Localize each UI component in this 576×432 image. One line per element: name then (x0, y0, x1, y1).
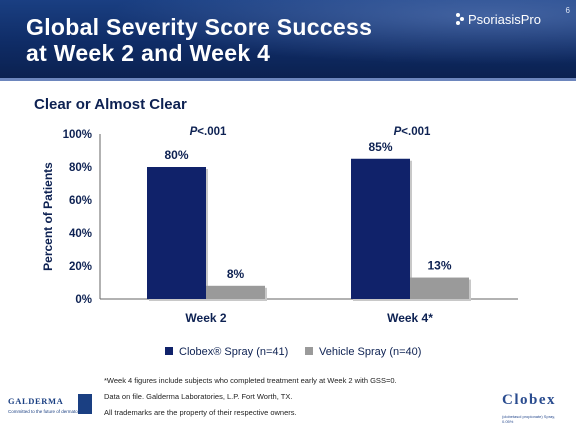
bar-value-label: 85% (368, 140, 392, 154)
x-tick-labels: Week 2 Week 4* (185, 311, 433, 325)
brand-mark-icon (456, 13, 464, 25)
footnote-3: All trademarks are the property of their… (104, 408, 297, 417)
header-glow (0, 0, 576, 78)
y-tick-label: 0% (75, 294, 92, 306)
bar-chart: 0%20%40%60%80%100% 80%85%8%13% Week 2 Wee… (41, 126, 518, 358)
header-bar: Global Severity Score Success at Week 2 … (0, 0, 576, 78)
legend-label: Clobex® Spray (n=41) (179, 346, 288, 358)
x-tick-label: Week 2 (185, 311, 226, 325)
p-value-labels: P<.001 P<.001 (190, 126, 431, 138)
p-value-letter: P (190, 126, 198, 138)
galderma-tagline: Committed to the future of dermatology (8, 409, 87, 414)
p-value-label: P<.001 (190, 126, 227, 138)
galderma-logo: GALDERMA Committed to the future of derm… (8, 390, 94, 424)
page-title: Global Severity Score Success at Week 2 … (26, 14, 372, 66)
brand-name: PsoriasisPro (468, 12, 541, 27)
x-tick-label: Week 4* (387, 311, 433, 325)
footnote-2: Data on file. Galderma Laboratories, L.P… (104, 392, 293, 401)
y-tick-label: 40% (69, 228, 92, 240)
slide-number: 6 (565, 6, 570, 15)
legend-swatch (305, 347, 313, 355)
chart-bars (147, 158, 471, 301)
legend: Clobex® Spray (n=41) Vehicle Spray (n=40) (165, 346, 421, 358)
footnote-1: *Week 4 figures include subjects who com… (104, 376, 397, 385)
y-axis-label: Percent of Patients (41, 162, 55, 271)
header-rule (0, 78, 576, 81)
bar-vehicle-2 (410, 277, 469, 299)
clobex-logo-sub: (clobetasol propionate) Spray, 0.05% (502, 414, 556, 424)
p-value-label: P<.001 (394, 126, 431, 138)
title-line-2: at Week 2 and Week 4 (26, 40, 271, 66)
legend-label: Vehicle Spray (n=40) (319, 346, 421, 358)
y-tick-label: 60% (69, 195, 92, 207)
y-tick-label: 20% (69, 261, 92, 273)
p-value-letter: P (394, 126, 402, 138)
clobex-logo-name: Clobex (502, 392, 556, 408)
bar-vehicle-1 (206, 285, 265, 299)
bar-value-label: 8% (227, 267, 245, 281)
p-value-rest: <.001 (401, 126, 431, 138)
galderma-name: GALDERMA (8, 396, 64, 406)
galderma-emblem-icon (78, 394, 92, 414)
chart-subtitle: Clear or Almost Clear (34, 96, 187, 113)
bar-value-label: 13% (427, 259, 451, 273)
y-tick-label: 100% (63, 129, 92, 141)
y-tick-label: 80% (69, 162, 92, 174)
p-value-rest: <.001 (197, 126, 227, 138)
title-line-1: Global Severity Score Success (26, 14, 373, 40)
bar-clobex-2 (351, 158, 410, 299)
clobex-logo: Clobex (clobetasol propionate) Spray, 0.… (500, 386, 564, 426)
bar-value-labels: 80% 85% 8% 13% (164, 140, 451, 281)
legend-swatch (165, 347, 173, 355)
bar-clobex-1 (147, 167, 206, 299)
brand-logo: PsoriasisPro (454, 12, 541, 27)
y-tick-labels: 0% 20% 40% 60% 80% 100% (63, 129, 92, 306)
bar-value-label: 80% (164, 148, 188, 162)
